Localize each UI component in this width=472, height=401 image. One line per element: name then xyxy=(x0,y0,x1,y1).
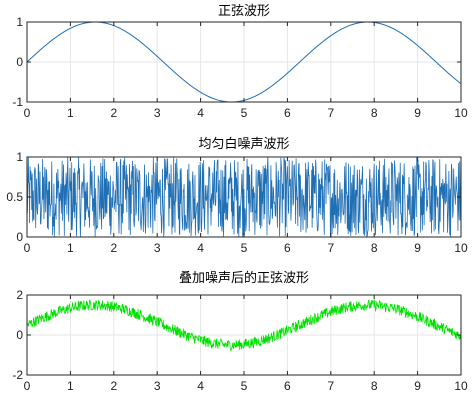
chart-2-plot: 0 1 2 3 4 5 6 7 8 9 10 0 0.5 1 xyxy=(6,150,468,255)
x-tick-label: 1 xyxy=(67,106,74,120)
series-line xyxy=(26,299,462,351)
x-tick-label: 7 xyxy=(327,379,334,393)
x-tick-label: 1 xyxy=(67,379,74,393)
x-tick-label: 0 xyxy=(24,379,31,393)
y-tick-label: -2 xyxy=(12,368,23,382)
x-tick-label: 6 xyxy=(284,379,291,393)
x-tick-label: 5 xyxy=(241,379,248,393)
y-tick-label: 0.5 xyxy=(6,190,23,204)
x-tick-label: 10 xyxy=(454,106,468,120)
x-tick-label: 5 xyxy=(241,241,248,255)
x-tick-label: 3 xyxy=(154,106,161,120)
x-tick-label: 10 xyxy=(454,379,468,393)
x-tick-label: 10 xyxy=(454,241,468,255)
x-tick-label: 9 xyxy=(414,106,421,120)
x-tick-label: 0 xyxy=(24,241,31,255)
x-tick-label: 6 xyxy=(284,241,291,255)
y-tick-label: 1 xyxy=(16,15,23,29)
x-tick-label: 3 xyxy=(154,241,161,255)
x-tick-label: 2 xyxy=(110,106,117,120)
x-tick-label: 8 xyxy=(371,241,378,255)
y-tick-label: 0 xyxy=(16,230,23,244)
x-tick-label: 0 xyxy=(24,106,31,120)
chart-1-plot: 0 1 2 3 4 5 6 7 8 9 10-101 xyxy=(12,15,468,120)
x-tick-label: 4 xyxy=(197,241,204,255)
x-tick-label: 1 xyxy=(67,241,74,255)
x-tick-label: 4 xyxy=(197,379,204,393)
chart-3-title: 叠加噪声后的正弦波形 xyxy=(179,270,309,286)
x-tick-label: 2 xyxy=(110,379,117,393)
chart-1-title: 正弦波形 xyxy=(218,3,270,19)
x-tick-label: 8 xyxy=(371,379,378,393)
x-tick-label: 6 xyxy=(284,106,291,120)
x-tick-label: 2 xyxy=(110,241,117,255)
series-line xyxy=(26,157,462,239)
x-tick-label: 8 xyxy=(371,106,378,120)
y-tick-label: 0 xyxy=(16,55,23,69)
x-tick-label: 5 xyxy=(241,106,248,120)
y-tick-label: 2 xyxy=(16,288,23,302)
x-tick-label: 3 xyxy=(154,379,161,393)
x-tick-label: 9 xyxy=(414,241,421,255)
x-tick-label: 7 xyxy=(327,241,334,255)
x-tick-label: 9 xyxy=(414,379,421,393)
x-tick-label: 4 xyxy=(197,106,204,120)
y-tick-label: 0 xyxy=(16,328,23,342)
y-tick-label: -1 xyxy=(12,95,23,109)
x-tick-label: 7 xyxy=(327,106,334,120)
chart-2-title: 均匀白噪声波形 xyxy=(198,136,289,152)
y-tick-label: 1 xyxy=(16,150,23,164)
chart-3-plot: 0 1 2 3 4 5 6 7 8 9 10-202 xyxy=(12,288,468,393)
